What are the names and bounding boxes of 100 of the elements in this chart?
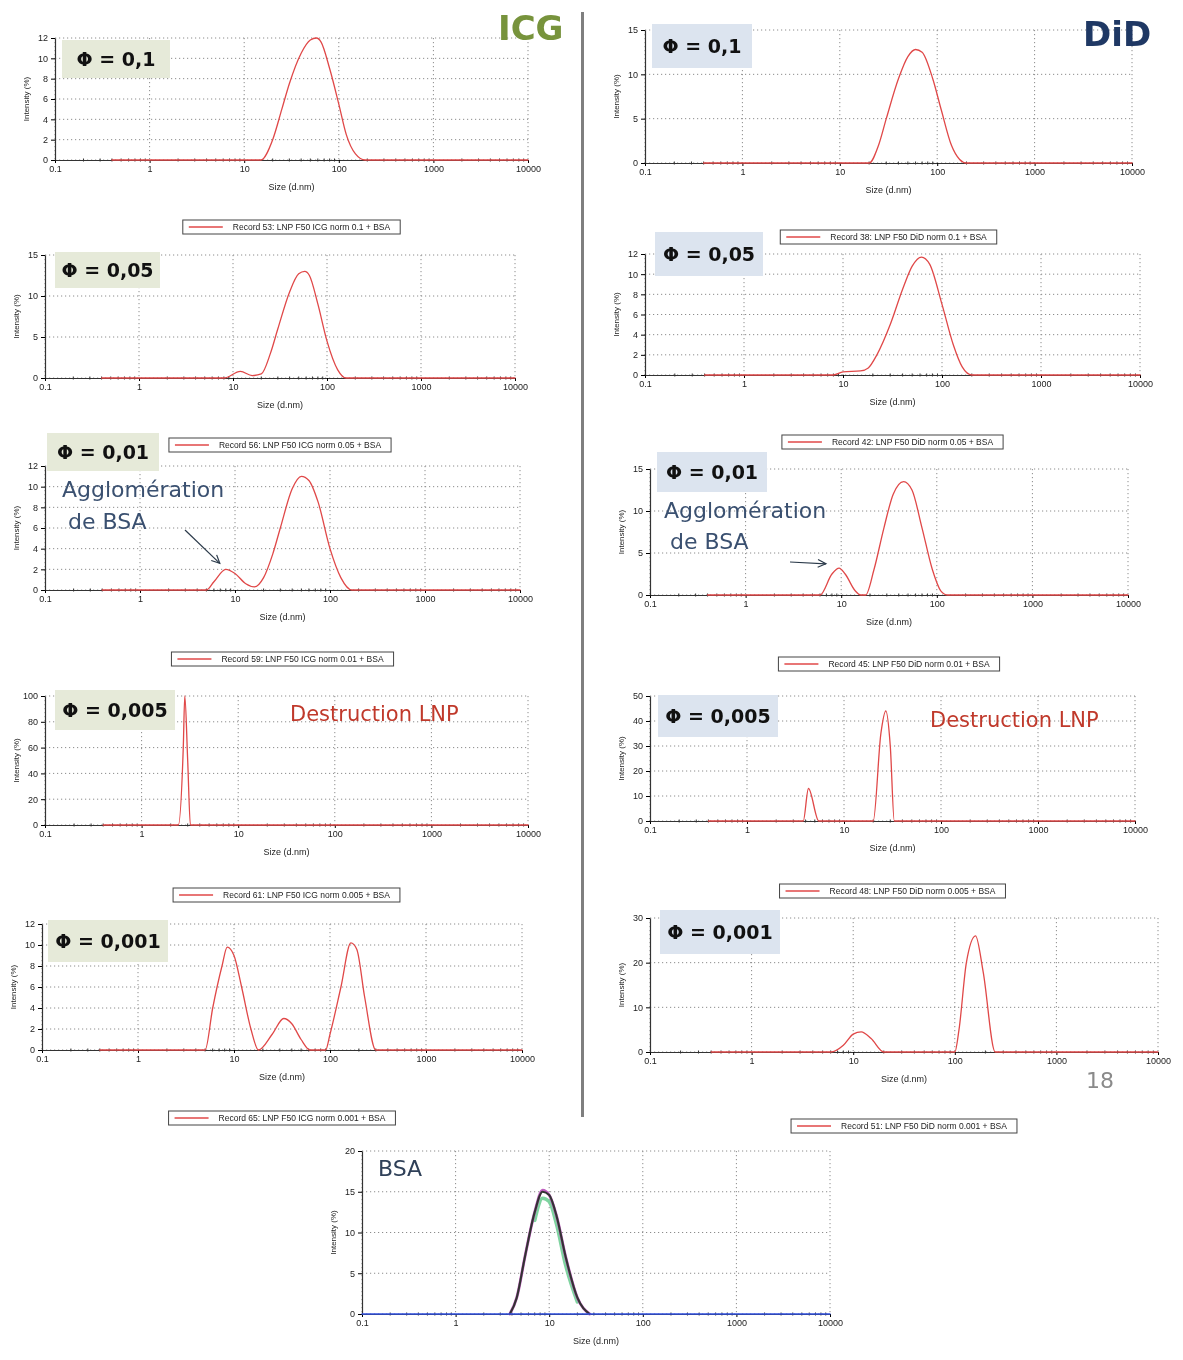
x-axis-title: Size (d.nm) [268, 182, 315, 192]
x-axis-title: Size (d.nm) [572, 1336, 620, 1346]
x-tick-label: 0.1 [39, 829, 52, 840]
y-axis-title: Intensity (%) [329, 1209, 338, 1255]
x-tick-label: 0.1 [639, 167, 652, 178]
x-tick-label: 10000 [502, 382, 529, 393]
x-tick-label: 10000 [515, 164, 542, 175]
x-axis-title: Size (d.nm) [869, 843, 916, 853]
x-tick-label: 1000 [1022, 599, 1043, 610]
y-tick-label: 12 [37, 33, 48, 44]
text: 18 [1086, 1068, 1114, 1093]
x-tick-label: 10000 [507, 594, 534, 605]
y-tick-label: 6 [32, 523, 38, 534]
x-tick-label: 100 [930, 167, 946, 178]
y-tick-label: 40 [632, 716, 643, 727]
annotation: DiD [1083, 14, 1152, 54]
y-tick-label: 2 [42, 135, 48, 146]
x-axis-title: Size (d.nm) [880, 1074, 928, 1084]
annotation: Destruction LNP [930, 708, 1099, 732]
x-tick-label: 10 [239, 164, 250, 175]
x-tick-label: 10 [229, 1054, 240, 1065]
x-tick-label: 10 [836, 599, 847, 610]
y-tick-label: 0 [32, 820, 38, 831]
y-axis-title: Intensity (%) [12, 737, 21, 783]
y-tick-label: 10 [27, 291, 38, 302]
y-tick-label: 8 [29, 961, 35, 972]
x-tick-label: 1 [135, 1054, 142, 1065]
x-tick-label: 100 [934, 379, 951, 390]
y-tick-label: 10 [632, 506, 643, 517]
x-tick-label: 1 [744, 825, 751, 836]
x-tick-label: 1 [741, 379, 748, 390]
x-tick-label: 1000 [411, 382, 432, 393]
x-tick-label: 10 [838, 379, 849, 390]
y-axis-title: Intensity (%) [612, 291, 621, 337]
chart-title: Φ = 0,001 [55, 930, 161, 952]
x-tick-label: 1000 [726, 1318, 747, 1329]
legend-label: Record 42: LNP F50 DiD norm 0.05 + BSA [831, 437, 994, 447]
y-tick-label: 0 [637, 590, 643, 601]
chart-title: Φ = 0,05 [662, 243, 756, 265]
x-axis-title: Size (d.nm) [256, 400, 304, 410]
y-tick-label: 5 [637, 548, 643, 559]
x-tick-label: 1 [147, 164, 153, 175]
x-tick-label: 10000 [509, 1054, 536, 1065]
y-tick-label: 0 [42, 155, 48, 166]
legend-label: Record 38: LNP F50 DiD norm 0.1 + BSA [830, 232, 988, 242]
y-tick-label: 10 [24, 940, 35, 951]
y-axis-title: Intensity (%) [9, 964, 18, 1010]
x-tick-label: 100 [319, 382, 336, 393]
x-tick-label: 0.1 [356, 1318, 369, 1329]
y-tick-label: 8 [32, 502, 38, 513]
y-tick-label: 4 [29, 1003, 35, 1014]
x-tick-label: 100 [322, 594, 339, 605]
x-tick-label: 10 [233, 829, 244, 840]
x-axis-title: Size (d.nm) [865, 617, 913, 627]
y-axis-title: Intensity (%) [617, 509, 626, 555]
y-tick-label: 15 [627, 25, 638, 36]
chart-title: Φ = 0,1 [662, 35, 742, 57]
y-axis-title: Intensity (%) [617, 735, 626, 781]
y-tick-label: 0 [349, 1309, 355, 1320]
y-tick-label: 5 [349, 1268, 355, 1279]
y-tick-label: 4 [42, 114, 48, 125]
y-tick-label: 50 [632, 691, 643, 702]
y-tick-label: 60 [27, 742, 38, 753]
y-tick-label: 15 [27, 250, 38, 261]
y-tick-label: 0 [32, 585, 38, 596]
legend-label: Record 53: LNP F50 ICG norm 0.1 + BSA [232, 222, 391, 232]
y-axis-title: Intensity (%) [22, 76, 31, 122]
chart-title: Φ = 0,01 [56, 441, 150, 463]
x-tick-label: 10 [835, 167, 846, 178]
y-tick-label: 30 [632, 913, 643, 924]
x-tick-label: 10000 [1127, 379, 1154, 390]
x-tick-label: 100 [947, 1056, 963, 1067]
y-axis-title: Intensity (%) [612, 73, 621, 119]
x-tick-label: 100 [327, 829, 343, 840]
y-tick-label: 20 [632, 766, 643, 777]
y-tick-label: 2 [632, 350, 638, 361]
x-tick-label: 1 [139, 829, 145, 840]
x-tick-label: 1000 [415, 594, 436, 605]
y-tick-label: 8 [632, 289, 638, 300]
x-axis-title: Size (d.nm) [865, 185, 912, 195]
x-axis-title: Size (d.nm) [869, 397, 916, 407]
y-tick-label: 12 [27, 461, 38, 472]
y-tick-label: 20 [344, 1146, 355, 1157]
y-axis-title: Intensity (%) [12, 293, 21, 339]
y-tick-label: 2 [29, 1024, 35, 1035]
x-tick-label: 10000 [1119, 167, 1146, 178]
y-tick-label: 20 [632, 958, 643, 969]
y-tick-label: 4 [32, 544, 38, 555]
legend-label: Record 59: LNP F50 ICG norm 0.01 + BSA [221, 654, 384, 664]
x-tick-label: 0.1 [39, 594, 52, 605]
x-tick-label: 10 [839, 825, 850, 836]
x-tick-label: 100 [929, 599, 945, 610]
y-tick-label: 5 [632, 114, 638, 125]
x-tick-label: 10000 [1115, 599, 1142, 610]
x-tick-label: 0.1 [644, 599, 657, 610]
x-axis-title: Size (d.nm) [259, 612, 306, 622]
chart-title: Φ = 0,05 [61, 259, 154, 281]
x-tick-label: 1000 [1046, 1056, 1067, 1067]
y-tick-label: 10 [27, 482, 38, 493]
annotation: Agglomération de BSA [664, 498, 827, 554]
